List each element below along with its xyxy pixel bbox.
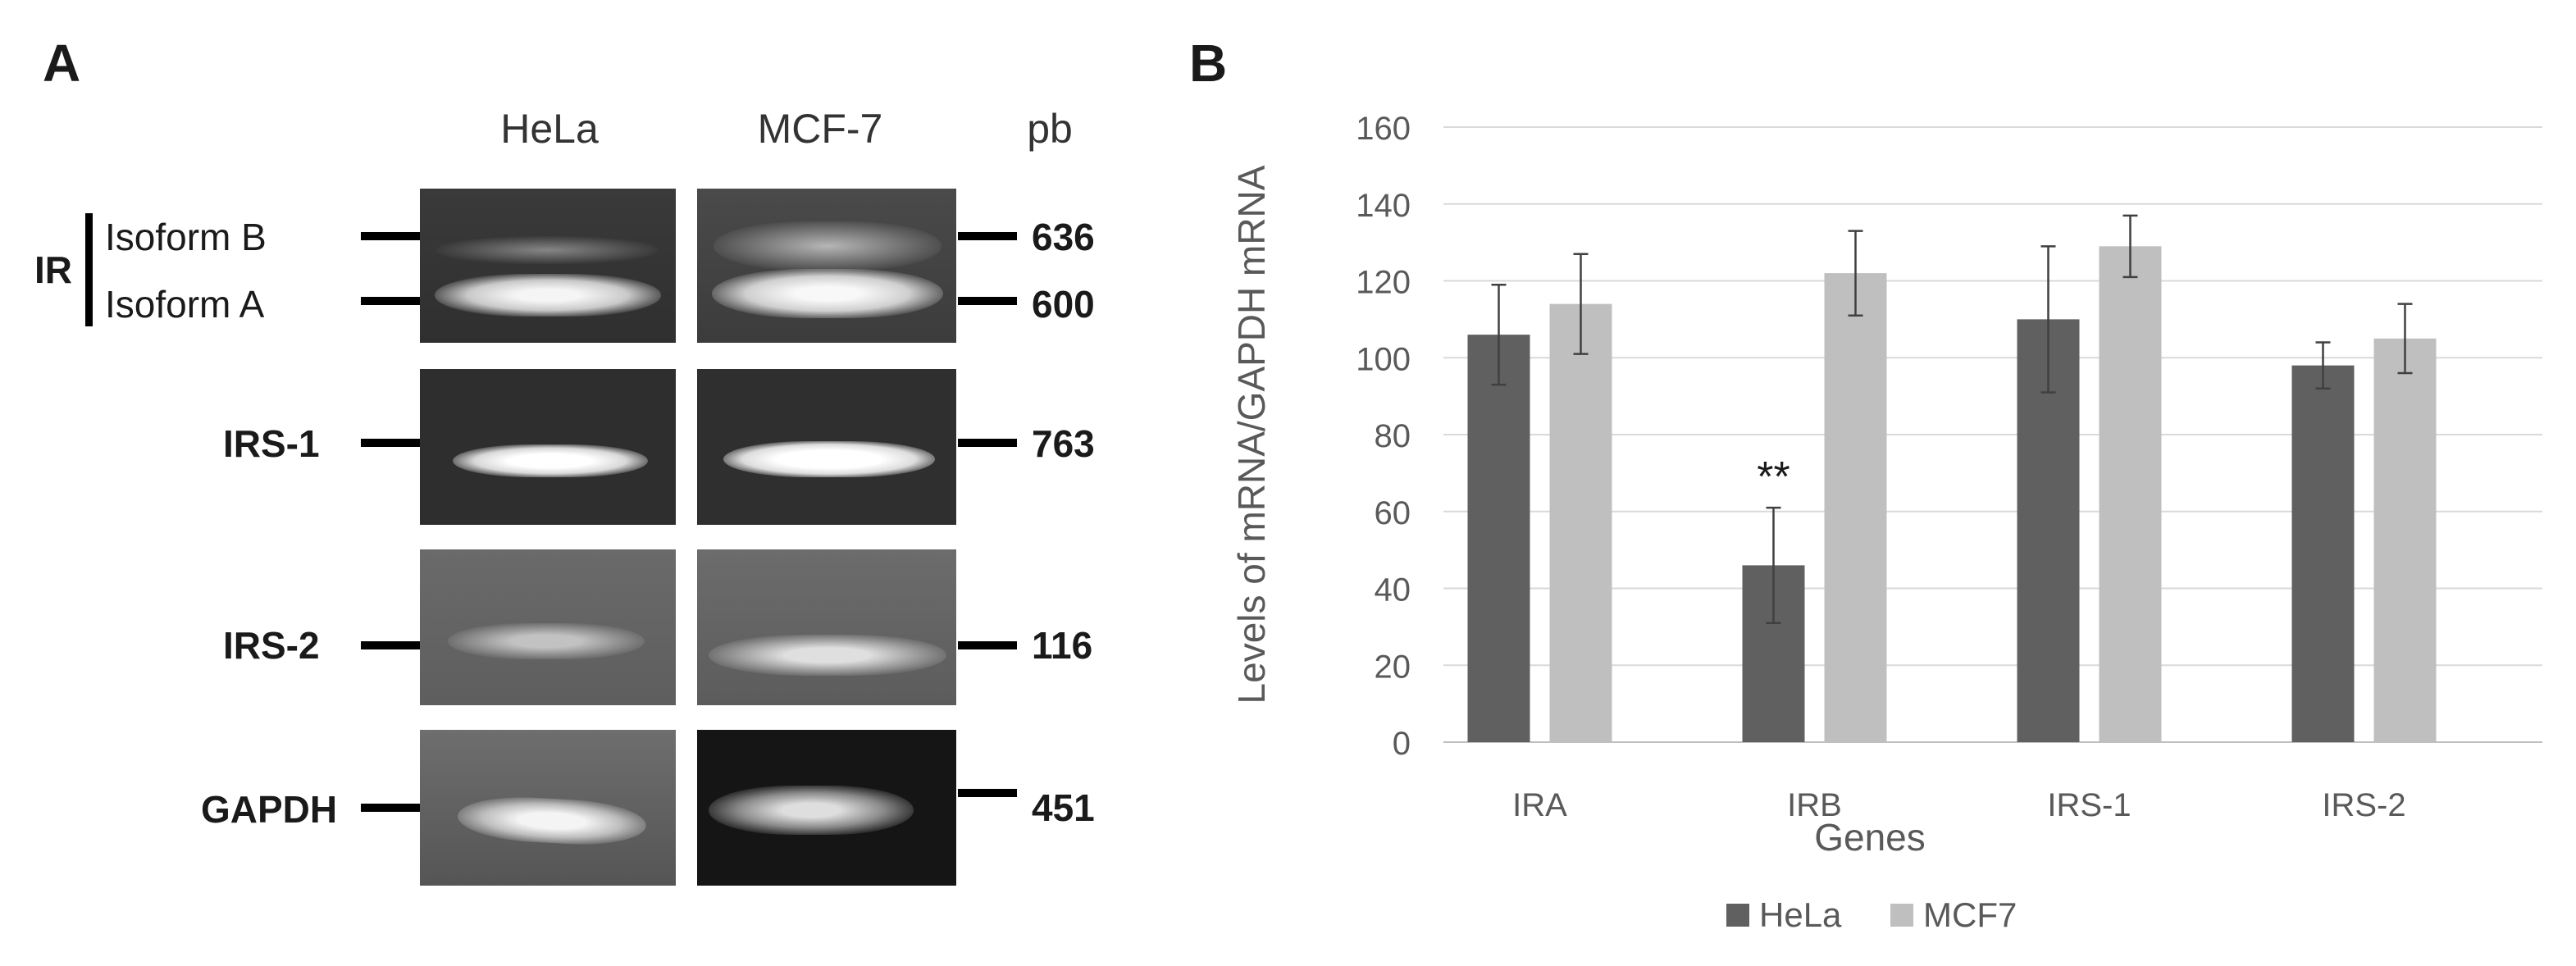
panel-b-letter: B [1189,34,1228,93]
gel-ir-mcf7 [697,189,956,343]
isoform-b-label: Isoform B [105,216,267,258]
band-ir-b-mcf7 [714,221,941,271]
y-axis-title: Levels of mRNA/GAPDH mRNA [1230,165,1273,704]
ytick-label-160: 160 [1356,111,1411,147]
col-header-hela: HeLa [500,106,599,152]
ytick-label-120: 120 [1356,265,1411,301]
band-irs1-mcf7 [723,441,935,477]
bp-451-tick [958,789,1017,797]
gridlines [1443,126,2542,743]
ytick-label-100: 100 [1356,341,1411,377]
band-irs1-hela [453,444,648,477]
bar-mcf7-irs-1 [2099,246,2162,742]
bp-636-label: 636 [1032,216,1095,258]
ir-bracket [85,213,93,326]
bp-451-label: 451 [1032,786,1095,829]
xtick-label-irb: IRB [1787,787,1842,823]
irs2-label: IRS-2 [223,624,320,667]
isoform-a-label: Isoform A [105,283,265,326]
bp-116-label: 116 [1032,624,1093,667]
col-header-mcf7: MCF-7 [757,106,883,152]
band-ir-a-hela [435,274,661,317]
band-ir-b-hela [436,236,658,264]
bar-mcf7-ira [1549,303,1612,742]
legend-label-hela: HeLa [1759,895,1842,934]
bp-600-tick [958,297,1017,305]
irs1-tick [361,439,420,447]
gel-irs2-hela [420,549,676,705]
xtick-label-irs-2: IRS-2 [2322,787,2405,823]
bar-hela-ira [1467,335,1530,742]
ytick-label-140: 140 [1356,188,1411,224]
isoform-a-tick [361,297,420,305]
legend-swatch-mcf7 [1890,904,1913,927]
irs1-label: IRS-1 [223,422,320,465]
irs2-tick [361,641,420,649]
axis-labels: 0 20 40 60 80 100 120 140 160 IRA IRB ** IRS-1 IRS-2 L… [1230,111,2406,859]
ir-group-label: IR [34,248,72,291]
gel-irs1-mcf7 [697,369,956,525]
gel-ir-hela [420,189,676,343]
xtick-label-ira: IRA [1512,787,1567,823]
band-gapdh-mcf7 [709,786,914,835]
ytick-label-40: 40 [1375,572,1411,608]
bp-header: pb [1027,106,1073,152]
ytick-label-20: 20 [1375,649,1411,685]
bp-116-tick [958,641,1017,649]
ytick-label-80: 80 [1375,418,1411,454]
bar-mcf7-irb [1824,273,1887,742]
ytick-label-60: 60 [1375,495,1411,531]
gel-gapdh-hela [420,730,676,886]
gapdh-tick [361,804,420,812]
bp-636-tick [958,232,1017,240]
significance-annotation: ** [1757,453,1790,501]
bp-600-label: 600 [1032,283,1095,326]
panel-a-letter: A [43,34,81,93]
band-irs2-hela [448,623,645,659]
bp-763-tick [958,439,1017,447]
legend: HeLa MCF7 [1726,895,2017,934]
bar-hela-irs-2 [2291,365,2355,742]
error-bars [1491,214,2413,624]
bars [1467,246,2437,742]
band-ir-a-mcf7 [712,269,943,318]
bp-763-label: 763 [1032,422,1095,465]
isoform-b-tick [361,232,420,240]
x-axis-title: Genes [1814,816,1926,859]
legend-label-mcf7: MCF7 [1923,895,2017,934]
gel-irs1-hela [420,369,676,525]
gel-gapdh-mcf7 [697,730,956,886]
legend-swatch-hela [1726,904,1749,927]
gapdh-label: GAPDH [201,788,338,831]
bar-mcf7-irs-2 [2373,338,2437,742]
band-irs2-mcf7 [709,635,946,676]
xtick-label-irs-1: IRS-1 [2047,787,2131,823]
gel-irs2-mcf7 [697,549,956,705]
ytick-label-0: 0 [1393,726,1411,762]
